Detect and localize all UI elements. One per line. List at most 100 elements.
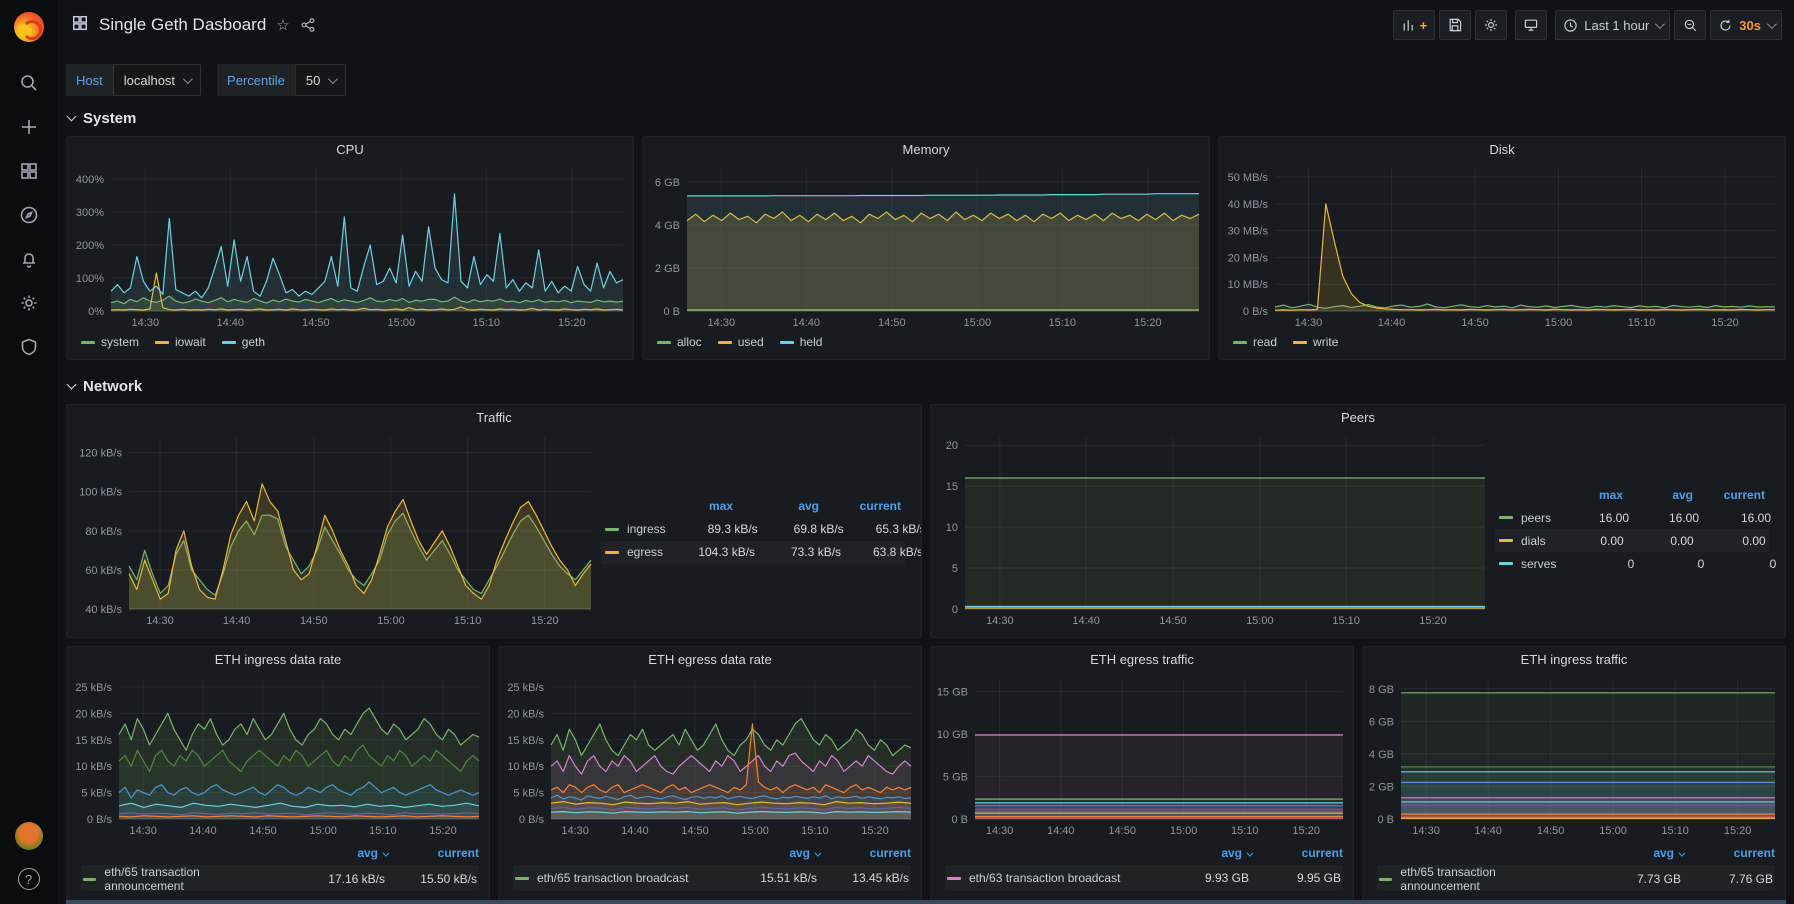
- svg-text:40 MB/s: 40 MB/s: [1228, 199, 1269, 211]
- svg-text:5 GB: 5 GB: [943, 772, 968, 784]
- row-header-network[interactable]: Network: [66, 374, 1786, 398]
- svg-text:20: 20: [946, 440, 958, 452]
- legend-sort-avg[interactable]: avg: [1573, 846, 1686, 860]
- svg-text:6 GB: 6 GB: [655, 177, 680, 189]
- svg-text:14:30: 14:30: [146, 615, 174, 627]
- svg-text:15:00: 15:00: [1599, 825, 1627, 837]
- legend-sort-avg[interactable]: avg: [277, 846, 390, 860]
- panel-eth-egress-traffic: ETH egress traffic 0 B 5 GB 10 GB 15 GB 14:3…: [930, 646, 1354, 904]
- svg-text:14:50: 14:50: [300, 615, 328, 627]
- cpu-chart: 0% 100% 200% 300% 400% 14:30 14:40 14:50 15:00 15…: [76, 169, 624, 329]
- share-icon[interactable]: [300, 17, 316, 33]
- svg-text:15:20: 15:20: [1711, 317, 1739, 329]
- chevron-down-icon: [1655, 18, 1666, 29]
- row-header-system[interactable]: System: [66, 106, 1786, 130]
- zoom-out-time-button[interactable]: [1674, 10, 1707, 40]
- legend-header-current[interactable]: current: [1301, 846, 1343, 860]
- save-dashboard-button[interactable]: [1439, 10, 1472, 40]
- help-icon[interactable]: ?: [17, 868, 40, 890]
- svg-text:15:10: 15:10: [454, 615, 482, 627]
- panel-peers: Peers 0 5 10 15 20 14:30 14:40 14:50 15:00 15:10 1…: [930, 404, 1786, 638]
- svg-text:15:00: 15:00: [1545, 317, 1573, 329]
- svg-text:25 kB/s: 25 kB/s: [507, 682, 544, 694]
- svg-text:14:50: 14:50: [1461, 317, 1489, 329]
- percentile-variable-dropdown[interactable]: 50: [294, 64, 347, 96]
- legend-item[interactable]: held: [779, 335, 822, 349]
- svg-text:5 kB/s: 5 kB/s: [81, 788, 112, 800]
- traffic-chart: 40 kB/s 60 kB/s 80 kB/s 100 kB/s 120 kB/s 14:…: [79, 437, 592, 627]
- legend-header-current[interactable]: current: [869, 846, 911, 860]
- disk-chart: 0 B/s 10 MB/s 20 MB/s 30 MB/s 40 MB/s 50 MB/s…: [1228, 169, 1776, 329]
- percentile-variable-label: Percentile: [217, 64, 295, 96]
- svg-text:14:50: 14:50: [681, 825, 709, 837]
- svg-text:14:40: 14:40: [223, 615, 251, 627]
- time-range-picker[interactable]: Last 1 hour: [1555, 10, 1671, 40]
- dashboards-icon[interactable]: [18, 160, 40, 182]
- panel-title[interactable]: ETH egress traffic: [1090, 651, 1194, 667]
- svg-text:15:20: 15:20: [1134, 317, 1162, 329]
- panel-title[interactable]: Traffic: [476, 409, 512, 425]
- svg-text:15:00: 15:00: [388, 317, 416, 329]
- panel-title[interactable]: ETH ingress traffic: [1520, 651, 1628, 667]
- panel-title[interactable]: Disk: [1489, 141, 1515, 157]
- user-avatar[interactable]: [14, 822, 43, 850]
- panel-title[interactable]: ETH egress data rate: [648, 651, 772, 667]
- svg-text:14:50: 14:50: [1108, 825, 1136, 837]
- panel-title[interactable]: CPU: [336, 141, 364, 157]
- explore-icon[interactable]: [18, 204, 40, 226]
- legend-item[interactable]: alloc: [657, 335, 702, 349]
- svg-text:0 B/s: 0 B/s: [519, 814, 545, 826]
- create-icon[interactable]: [18, 116, 40, 138]
- configuration-gear-icon[interactable]: [18, 292, 40, 314]
- legend-row-dials: dials 0.00 0.00 0.00: [1495, 529, 1769, 552]
- legend-header-max[interactable]: max: [708, 499, 733, 513]
- legend-header-current[interactable]: current: [859, 499, 901, 513]
- panel-title[interactable]: Peers: [1341, 409, 1375, 425]
- legend-header-current[interactable]: current: [1723, 487, 1765, 502]
- legend-sort-avg[interactable]: avg: [709, 846, 822, 860]
- svg-text:15:20: 15:20: [861, 825, 889, 837]
- svg-text:0: 0: [952, 604, 958, 616]
- legend-sort-avg[interactable]: avg: [1141, 846, 1254, 860]
- memory-legend: alloc used held: [643, 331, 1209, 349]
- panel-title[interactable]: ETH ingress data rate: [214, 651, 342, 667]
- search-icon[interactable]: [18, 72, 40, 94]
- refresh-picker[interactable]: 30s: [1710, 10, 1782, 40]
- legend-item[interactable]: system: [81, 335, 139, 349]
- grafana-logo[interactable]: [13, 12, 44, 42]
- svg-text:0%: 0%: [88, 306, 104, 318]
- time-range-label: Last 1 hour: [1584, 17, 1650, 33]
- legend-item[interactable]: used: [717, 335, 764, 349]
- panel-title[interactable]: Memory: [902, 141, 950, 157]
- legend-header-avg[interactable]: avg: [798, 499, 819, 513]
- favorite-star-icon[interactable]: ☆: [276, 17, 290, 34]
- legend-row-ingress: ingress 89.3 kB/s 69.8 kB/s 65.3 kB/s: [601, 518, 921, 541]
- svg-text:4 GB: 4 GB: [1369, 749, 1394, 761]
- add-panel-button[interactable]: +: [1392, 10, 1436, 40]
- dashboard-title[interactable]: Single Geth Dasboard: [99, 15, 267, 34]
- cycle-view-mode-button[interactable]: [1515, 10, 1548, 40]
- host-variable-dropdown[interactable]: localhost: [112, 64, 202, 96]
- svg-text:14:40: 14:40: [621, 825, 649, 837]
- svg-text:15:20: 15:20: [1292, 825, 1320, 837]
- legend-header-max[interactable]: max: [1598, 487, 1623, 502]
- svg-text:15:10: 15:10: [1628, 317, 1656, 329]
- panel-cpu: CPU 0% 100% 200% 300% 400% 14:30 14:40 14:50 15:…: [66, 136, 634, 360]
- legend-header-avg[interactable]: avg: [1672, 487, 1693, 502]
- svg-text:10: 10: [946, 522, 958, 534]
- host-variable-label: Host: [66, 64, 113, 96]
- svg-text:14:50: 14:50: [1537, 825, 1565, 837]
- legend-item[interactable]: write: [1293, 335, 1338, 349]
- alerting-icon[interactable]: [18, 248, 40, 270]
- legend-item[interactable]: geth: [221, 335, 265, 349]
- svg-text:14:30: 14:30: [986, 825, 1014, 837]
- svg-text:5: 5: [952, 563, 958, 575]
- variable-host: Host localhost: [66, 64, 202, 96]
- legend-header-current[interactable]: current: [437, 846, 479, 860]
- dashboard-settings-button[interactable]: [1475, 10, 1508, 40]
- server-admin-shield-icon[interactable]: [18, 336, 40, 358]
- legend-item[interactable]: read: [1233, 335, 1277, 349]
- legend-header-current[interactable]: current: [1733, 846, 1775, 860]
- eth-egress-traffic-chart: 0 B 5 GB 10 GB 15 GB 14:30 14:40 14:50 15:00 15:…: [937, 679, 1343, 837]
- legend-item[interactable]: iowait: [155, 335, 206, 349]
